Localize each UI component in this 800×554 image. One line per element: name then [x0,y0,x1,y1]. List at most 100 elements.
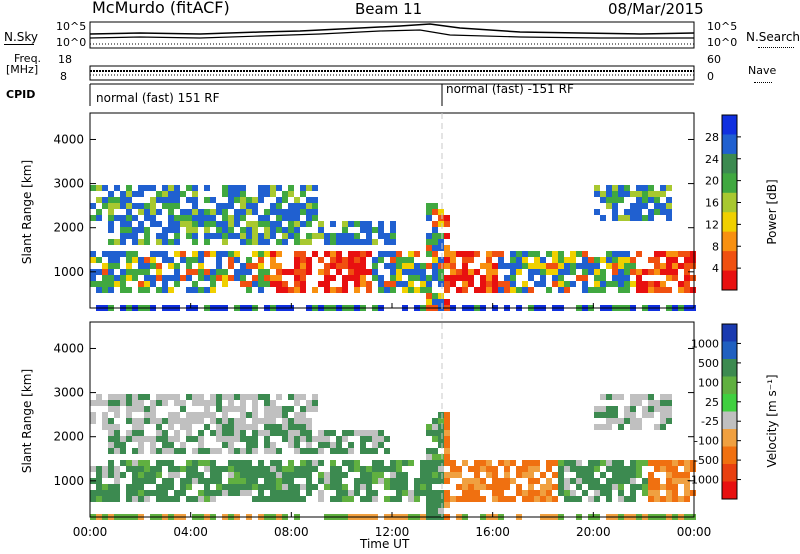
heatmap-cell [384,484,390,490]
heatmap-cell [96,472,102,478]
heatmap-cell [474,251,480,257]
heatmap-cell [264,251,270,257]
heatmap-cell [90,185,96,191]
heatmap-cell [372,436,378,442]
heatmap-cell [390,484,396,490]
heatmap-cell [168,436,174,442]
heatmap-cell [462,281,468,287]
heatmap-cell [606,203,612,209]
heatmap-cell [354,281,360,287]
heatmap-cell [408,460,414,466]
heatmap-cell [336,490,342,496]
heatmap-cell [282,472,288,478]
heatmap-cell [180,215,186,221]
heatmap-cell [300,394,306,400]
heatmap-cell [252,472,258,478]
heatmap-cell [192,209,198,215]
heatmap-cell [354,233,360,239]
heatmap-cell [234,209,240,215]
heatmap-cell [240,209,246,215]
velocity-ylabel: Slant Range [km] [20,368,34,474]
heatmap-cell [294,466,300,472]
heatmap-cell [492,287,498,293]
heatmap-cell [444,287,450,293]
heatmap-cell [606,460,612,466]
heatmap-cell [552,263,558,269]
heatmap-cell [120,394,126,400]
heatmap-cell [96,269,102,275]
heatmap-cell [294,215,300,221]
heatmap-cell [102,466,108,472]
heatmap-cell [324,269,330,275]
heatmap-cell [612,484,618,490]
heatmap-cell [360,472,366,478]
heatmap-cell [246,490,252,496]
heatmap-cell [594,460,600,466]
heatmap-cell [288,209,294,215]
heatmap-cell [102,472,108,478]
heatmap-cell [168,221,174,227]
heatmap-cell [204,478,210,484]
heatmap-cell [624,191,630,197]
heatmap-cell [342,239,348,245]
heatmap-cell [132,203,138,209]
heatmap-cell [594,281,600,287]
heatmap-cell [516,269,522,275]
heatmap-cell [384,287,390,293]
heatmap-cell [330,484,336,490]
heatmap-cell [120,215,126,221]
heatmap-cell [390,466,396,472]
heatmap-cell [612,203,618,209]
heatmap-cell [192,251,198,257]
heatmap-cell [678,281,684,287]
heatmap-cell [612,412,618,418]
heatmap-cell [312,233,318,239]
heatmap-cell [222,269,228,275]
heatmap-cell [516,490,522,496]
heatmap-cell [618,185,624,191]
heatmap-cell [654,400,660,406]
heatmap-cell [150,209,156,215]
heatmap-cell [198,472,204,478]
heatmap-cell [162,203,168,209]
heatmap-cell [546,251,552,257]
heatmap-cell [300,185,306,191]
y-tick-label: 3000 [53,177,84,191]
heatmap-cell [138,257,144,263]
heatmap-cell [576,466,582,472]
heatmap-cell [354,251,360,257]
heatmap-cell [264,185,270,191]
heatmap-cell [186,424,192,430]
heatmap-cell [240,400,246,406]
heatmap-cell [636,484,642,490]
heatmap-cell [426,502,432,508]
heatmap-cell [546,478,552,484]
colorbar-segment [722,464,737,482]
heatmap-cell [468,466,474,472]
heatmap-cell [204,185,210,191]
heatmap-cell [366,484,372,490]
heatmap-cell [138,221,144,227]
heatmap-cell [678,472,684,478]
heatmap-cell [132,448,138,454]
colorbar-tick-label: 100 [698,376,719,389]
heatmap-cell [420,287,426,293]
heatmap-cell [180,466,186,472]
colorbar-tick-label: 24 [705,153,719,166]
heatmap-cell [444,448,450,454]
heatmap-cell [174,251,180,257]
heatmap-cell [426,496,432,502]
heatmap-cell [294,263,300,269]
heatmap-cell [606,191,612,197]
heatmap-cell [618,275,624,281]
heatmap-cell [402,281,408,287]
heatmap-cell [264,221,270,227]
heatmap-cell [618,472,624,478]
heatmap-cell [144,472,150,478]
heatmap-cell [516,466,522,472]
heatmap-cell [150,436,156,442]
heatmap-cell [312,209,318,215]
heatmap-cell [240,281,246,287]
heatmap-cell [126,412,132,418]
heatmap-cell [570,496,576,502]
